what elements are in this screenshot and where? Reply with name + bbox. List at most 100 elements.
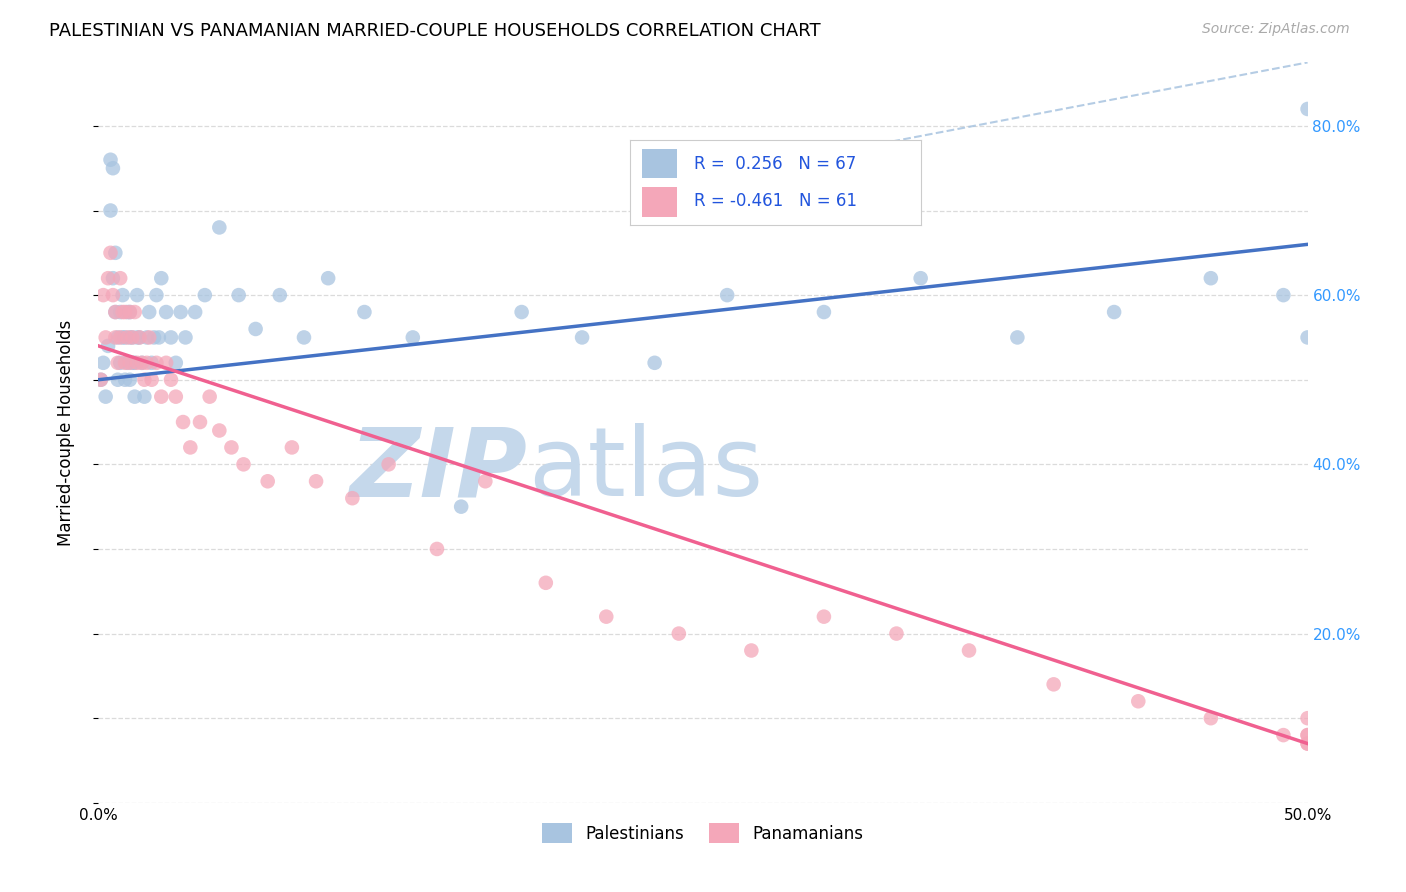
Point xyxy=(150,390,173,404)
Point xyxy=(134,373,156,387)
Point xyxy=(740,643,762,657)
Point xyxy=(1272,288,1295,302)
Point xyxy=(111,305,134,319)
Point xyxy=(108,271,131,285)
Point xyxy=(101,161,124,176)
Point xyxy=(644,356,666,370)
Point xyxy=(1102,305,1125,319)
Point xyxy=(208,424,231,438)
Point xyxy=(100,203,122,218)
Point xyxy=(534,575,557,590)
Point xyxy=(111,330,134,344)
Point xyxy=(160,330,183,344)
Point xyxy=(141,356,163,370)
Point xyxy=(145,356,167,370)
Point xyxy=(111,288,134,302)
Point xyxy=(245,322,267,336)
Point xyxy=(1199,271,1222,285)
Point xyxy=(232,458,254,472)
Point xyxy=(716,288,738,302)
Point xyxy=(179,441,201,455)
Point xyxy=(148,330,170,344)
Point xyxy=(269,288,291,302)
Point xyxy=(886,626,908,640)
Point xyxy=(138,305,160,319)
Point xyxy=(426,541,449,556)
Point xyxy=(100,245,122,260)
Point xyxy=(198,390,221,404)
Point xyxy=(145,288,167,302)
Point xyxy=(910,271,932,285)
Point xyxy=(281,441,304,455)
Point xyxy=(1296,728,1319,742)
Point xyxy=(1296,728,1319,742)
Point xyxy=(342,491,364,506)
Point xyxy=(118,356,141,370)
Point xyxy=(138,330,160,344)
Point xyxy=(127,356,149,370)
Point xyxy=(107,330,129,344)
Point xyxy=(174,330,197,344)
Point xyxy=(165,356,187,370)
Point xyxy=(402,330,425,344)
Point xyxy=(510,305,533,319)
Point xyxy=(124,356,146,370)
Point xyxy=(1296,737,1319,751)
Point xyxy=(128,330,150,344)
Point xyxy=(292,330,315,344)
Point xyxy=(221,441,243,455)
Point xyxy=(353,305,375,319)
Point xyxy=(184,305,207,319)
Point xyxy=(165,390,187,404)
Point xyxy=(114,356,136,370)
Text: atlas: atlas xyxy=(527,423,763,516)
Point xyxy=(316,271,339,285)
Point xyxy=(135,330,157,344)
Point xyxy=(208,220,231,235)
Point xyxy=(595,609,617,624)
Point xyxy=(91,288,114,302)
Point xyxy=(101,271,124,285)
Point xyxy=(121,330,143,344)
Point xyxy=(305,475,328,489)
Point xyxy=(104,305,127,319)
Point xyxy=(160,373,183,387)
Point xyxy=(228,288,250,302)
Point xyxy=(188,415,211,429)
Point xyxy=(121,356,143,370)
Point xyxy=(1296,330,1319,344)
Point xyxy=(118,305,141,319)
Point xyxy=(90,373,112,387)
Point xyxy=(813,305,835,319)
Point xyxy=(104,330,127,344)
Point xyxy=(668,626,690,640)
Point xyxy=(101,288,124,302)
Point xyxy=(127,330,149,344)
Point xyxy=(100,153,122,167)
Point xyxy=(1296,737,1319,751)
Point xyxy=(90,373,112,387)
Point xyxy=(571,330,593,344)
Point xyxy=(117,305,139,319)
Point xyxy=(107,373,129,387)
Point xyxy=(172,415,194,429)
Legend: Palestinians, Panamanians: Palestinians, Panamanians xyxy=(536,816,870,850)
Point xyxy=(474,475,496,489)
Point xyxy=(118,373,141,387)
Point xyxy=(150,271,173,285)
Point xyxy=(1128,694,1150,708)
Point xyxy=(97,271,120,285)
Point xyxy=(134,390,156,404)
Text: Source: ZipAtlas.com: Source: ZipAtlas.com xyxy=(1202,22,1350,37)
Point xyxy=(450,500,472,514)
Point xyxy=(131,356,153,370)
Point xyxy=(118,330,141,344)
Point xyxy=(377,458,399,472)
Point xyxy=(104,305,127,319)
Y-axis label: Married-couple Households: Married-couple Households xyxy=(56,319,75,546)
Point xyxy=(155,305,177,319)
Point xyxy=(94,330,117,344)
Point xyxy=(169,305,191,319)
Point xyxy=(957,643,980,657)
Point xyxy=(131,356,153,370)
